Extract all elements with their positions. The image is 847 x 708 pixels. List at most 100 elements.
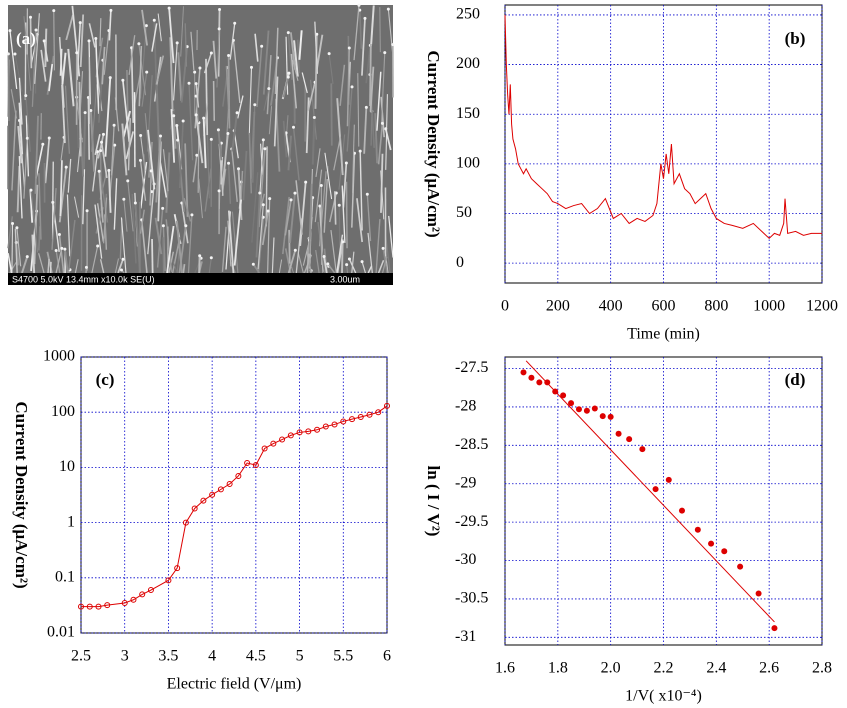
data-point [536, 379, 543, 386]
wire [287, 32, 293, 80]
wire [287, 249, 297, 274]
wire-tip [181, 119, 185, 123]
wire-tip [218, 7, 222, 11]
wire-tip [112, 123, 116, 127]
wire [292, 127, 300, 181]
data-marker [235, 472, 242, 479]
wire [17, 125, 23, 164]
wire [336, 234, 344, 273]
wire-tip [286, 31, 290, 35]
wire-tip [236, 167, 240, 171]
wire-tip [107, 168, 111, 172]
wire [257, 204, 264, 269]
wire-tip [159, 134, 163, 138]
wire [64, 85, 70, 154]
data-marker [78, 603, 84, 610]
wire [282, 120, 288, 158]
wire [165, 152, 171, 213]
wire-tip [99, 149, 103, 153]
wire [237, 95, 244, 119]
wire-tip [139, 134, 143, 138]
wire-tip [391, 43, 395, 47]
wire [170, 109, 176, 163]
wire [65, 14, 74, 41]
wire [282, 76, 290, 98]
wire-tip [60, 246, 64, 250]
wire [100, 179, 109, 223]
data-marker [261, 445, 268, 452]
wire [180, 202, 189, 244]
wire [162, 149, 169, 192]
wire [361, 18, 366, 76]
wire-tip [8, 29, 12, 33]
x-tick-label: 2.6 [759, 660, 779, 677]
wire [138, 43, 147, 96]
wire-tip [263, 147, 267, 151]
image-caption: S4700 5.0kV 13.4mm x10.0k SE(U) [12, 274, 155, 284]
y-tick-label: 100 [456, 155, 480, 172]
wire [208, 257, 212, 274]
wire [79, 14, 85, 68]
data-point [665, 476, 672, 483]
plot-frame [504, 4, 823, 284]
wire [55, 248, 63, 274]
wire [43, 40, 49, 62]
wire [385, 235, 391, 274]
wire [166, 225, 175, 274]
wire [323, 178, 328, 233]
wire-tip [209, 137, 213, 141]
wire-tip [85, 209, 89, 213]
wire-tip [149, 169, 153, 173]
y-tick-label: 10 [59, 458, 75, 475]
wire-tip [258, 191, 262, 195]
x-axis-label: Time (min) [627, 326, 700, 343]
wire-tip [122, 197, 126, 201]
wire [388, 215, 394, 258]
wire [33, 184, 39, 265]
data-point [755, 590, 762, 597]
wire-tip [25, 136, 29, 140]
wire [97, 134, 105, 159]
wire [361, 261, 367, 274]
wire [290, 266, 295, 274]
wire [229, 23, 236, 60]
wire [299, 182, 307, 247]
data-marker [139, 591, 146, 598]
x-axis-label: 1/V( x10⁻⁴) [625, 688, 702, 705]
wire [140, 219, 148, 274]
wire [248, 132, 253, 194]
wire [88, 23, 96, 48]
x-tick-label: 3.5 [158, 648, 178, 665]
wire [227, 55, 231, 129]
data-marker [366, 411, 373, 418]
wire [323, 256, 328, 274]
data-marker [331, 421, 338, 428]
wire [227, 163, 232, 204]
wire-tip [198, 66, 202, 70]
wire [61, 52, 67, 85]
y-tick-label: 200 [456, 55, 480, 72]
wire-tip [63, 247, 67, 251]
wire [168, 8, 175, 64]
wire-tip [52, 9, 56, 13]
wire-tip [175, 123, 179, 127]
y-tick-label: -28.5 [455, 436, 488, 453]
wire [195, 96, 200, 123]
wire [74, 259, 79, 274]
wire [363, 107, 368, 154]
wire [48, 63, 54, 92]
wire-tip [133, 201, 137, 205]
wire [231, 112, 239, 152]
wire-tip [260, 44, 264, 48]
wire-tip [216, 128, 220, 132]
data-point [737, 563, 744, 570]
wire-tip [322, 254, 326, 258]
wire-tip [137, 42, 141, 46]
data-marker [296, 429, 303, 436]
wire [212, 40, 218, 79]
data-marker [104, 602, 111, 609]
wire-tip [41, 142, 45, 146]
y-tick-label: 1000 [43, 348, 75, 365]
wire-tip [87, 39, 91, 43]
